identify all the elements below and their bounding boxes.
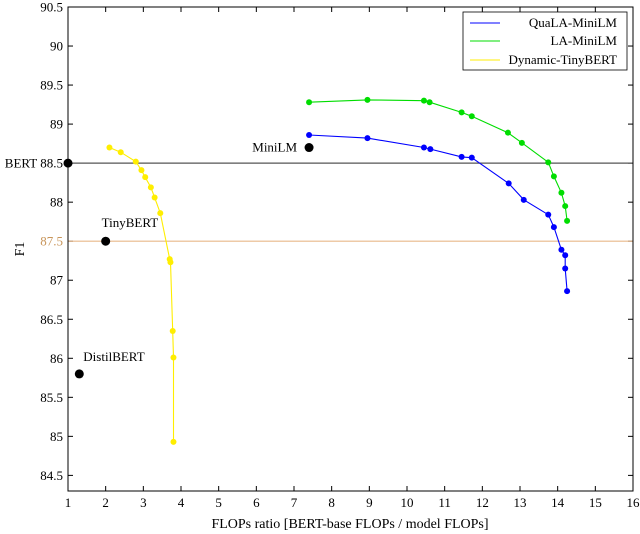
series-point-la-minilm [364, 96, 371, 103]
reference-point-label-tinybert: TinyBERT [102, 215, 159, 230]
x-tick-label: 10 [401, 495, 414, 510]
series-line-quala-minilm [309, 134, 568, 292]
reference-point-minilm [304, 143, 314, 153]
series-point-la-minilm [550, 173, 557, 180]
series-point-dynamic-tinybert [147, 184, 154, 191]
series-point-la-minilm [564, 217, 571, 224]
x-tick-label: 8 [328, 495, 335, 510]
legend-label-laminilm: LA-MiniLM [551, 33, 618, 48]
x-tick-label: 12 [476, 495, 489, 510]
y-tick-label: 90.5 [40, 0, 63, 15]
reference-point-label-minilm: MiniLM [252, 140, 297, 155]
y-tick-label: 85 [50, 429, 63, 444]
series-point-quala-minilm [468, 154, 475, 161]
x-tick-label: 3 [140, 495, 147, 510]
reference-point-distilbert [74, 369, 84, 379]
y-tick-label: 85.5 [40, 390, 63, 405]
series-point-la-minilm [426, 99, 433, 106]
x-axis-label: FLOPs ratio [BERT-base FLOPs / model FLO… [211, 517, 488, 532]
series-point-quala-minilm [420, 144, 427, 151]
series-point-la-minilm [558, 189, 565, 196]
y-tick-label: 87 [50, 273, 64, 288]
series-point-dynamic-tinybert [142, 174, 149, 181]
reference-label-87-5: 87.5 [40, 234, 63, 249]
y-tick-label: 86.5 [40, 312, 63, 327]
x-tick-label: 16 [627, 495, 640, 510]
reference-point-label-distilbert: DistilBERT [83, 349, 144, 364]
x-tick-label: 14 [551, 495, 565, 510]
series-point-quala-minilm [505, 180, 512, 187]
series-point-la-minilm [458, 109, 465, 116]
series-point-la-minilm [518, 139, 525, 146]
series-layer [106, 96, 571, 445]
reference-point-tinybert [101, 236, 111, 246]
series-point-quala-minilm [564, 288, 571, 295]
reference-lines: BERT 88.5 87.5 [5, 156, 633, 249]
series-point-quala-minilm [558, 246, 565, 253]
x-tick-label: 15 [589, 495, 602, 510]
series-point-dynamic-tinybert [167, 259, 174, 266]
series-point-dynamic-tinybert [106, 144, 113, 151]
x-tick-label: 9 [366, 495, 373, 510]
x-tick-label: 11 [438, 495, 451, 510]
series-point-dynamic-tinybert [170, 354, 177, 361]
y-tick-label: 86 [50, 351, 64, 366]
y-tick-label: 89 [50, 117, 63, 132]
reference-points: MiniLM TinyBERT DistilBERT [63, 140, 314, 379]
series-point-quala-minilm [364, 135, 371, 142]
series-point-dynamic-tinybert [157, 210, 164, 217]
series-point-quala-minilm [306, 132, 313, 139]
series-point-dynamic-tinybert [117, 149, 124, 156]
series-point-la-minilm [504, 129, 511, 136]
series-point-dynamic-tinybert [138, 167, 145, 174]
series-point-quala-minilm [562, 252, 569, 259]
plot-frame [67, 6, 634, 492]
y-axis-label: F1 [13, 242, 28, 257]
series-line-dynamic-tinybert [109, 146, 175, 442]
legend-label-qualaminilm: QuaLA-MiniLM [529, 15, 618, 30]
series-la-minilm [306, 96, 571, 224]
series-point-la-minilm [562, 203, 569, 210]
reference-label-bert-88-5: BERT 88.5 [5, 156, 63, 171]
x-tick-label: 13 [514, 495, 527, 510]
x-tick-label: 7 [291, 495, 298, 510]
series-point-dynamic-tinybert [169, 327, 176, 334]
legend-label-dynamictinybert: Dynamic-TinyBERT [508, 52, 617, 67]
series-point-quala-minilm [458, 153, 465, 160]
series-point-dynamic-tinybert [151, 194, 158, 201]
series-point-la-minilm [468, 113, 475, 120]
legend: QuaLA-MiniLM LA-MiniLM Dynamic-TinyBERT [462, 11, 628, 71]
axes-ticks: 1 2 3 4 5 6 7 8 9 10 11 12 13 14 15 1684.58585.58686.58… [40, 0, 640, 510]
x-tick-label: 4 [178, 495, 185, 510]
x-tick-label: 2 [102, 495, 109, 510]
series-point-quala-minilm [545, 211, 552, 218]
series-point-la-minilm [545, 159, 552, 166]
series-point-quala-minilm [427, 146, 434, 153]
x-tick-label: 5 [215, 495, 222, 510]
series-point-dynamic-tinybert [132, 158, 139, 165]
series-point-dynamic-tinybert [170, 438, 177, 445]
y-tick-label: 89.5 [40, 78, 63, 93]
series-point-quala-minilm [550, 224, 557, 231]
series-point-la-minilm [420, 97, 427, 104]
y-tick-label: 88 [50, 195, 63, 210]
x-tick-label: 1 [65, 495, 72, 510]
series-point-quala-minilm [562, 265, 569, 272]
y-tick-label: 84.5 [40, 468, 63, 483]
series-dynamic-tinybert [106, 144, 177, 445]
x-tick-label: 6 [253, 495, 260, 510]
series-point-quala-minilm [520, 196, 527, 203]
series-point-la-minilm [306, 99, 313, 106]
series-quala-minilm [306, 132, 571, 295]
y-tick-label: 90 [50, 39, 63, 54]
